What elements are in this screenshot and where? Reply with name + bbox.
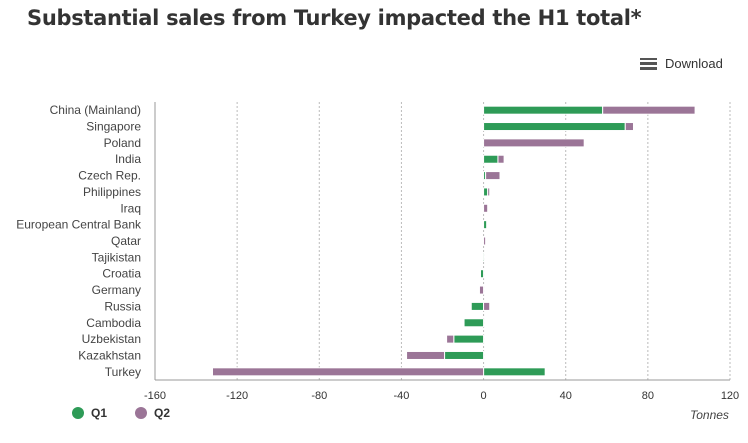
- bar-q2: [483, 236, 487, 246]
- category-label: Cambodia: [86, 316, 141, 330]
- category-label: Iraq: [120, 201, 141, 215]
- category-label: European Central Bank: [16, 218, 142, 232]
- download-button[interactable]: Download: [640, 56, 723, 71]
- legend-item-q1[interactable]: Q1: [72, 406, 107, 420]
- download-label: Download: [665, 56, 723, 71]
- q1-dot-icon: [72, 407, 84, 419]
- bar-q2: [487, 187, 491, 197]
- bar-q1: [483, 105, 604, 115]
- category-label: Philippines: [83, 185, 141, 199]
- bar-q2: [406, 350, 446, 360]
- bar-q1: [483, 220, 488, 230]
- bar-q2: [478, 285, 485, 295]
- category-label: India: [115, 152, 141, 166]
- legend: Q1 Q2: [72, 406, 170, 420]
- bar-q1: [463, 318, 485, 328]
- x-tick-label: 80: [642, 390, 654, 402]
- category-label: Qatar: [111, 234, 141, 248]
- bar-q1: [479, 269, 485, 279]
- chart-title: Substantial sales from Turkey impacted t…: [27, 6, 642, 30]
- x-tick-label: -120: [226, 390, 248, 402]
- bar-q2: [446, 334, 455, 344]
- bar-q1: [483, 367, 546, 377]
- x-tick-label: 40: [560, 390, 572, 402]
- bar-q2: [483, 203, 489, 213]
- bar-q1: [483, 187, 489, 197]
- bar-q1: [483, 154, 499, 164]
- x-axis-label: Tonnes: [690, 408, 729, 422]
- legend-item-q2[interactable]: Q2: [135, 406, 170, 420]
- bar-q1: [444, 350, 485, 360]
- x-tick-label: 120: [721, 390, 739, 402]
- category-label: Tajikistan: [92, 250, 141, 264]
- category-label: Kazakhstan: [78, 348, 141, 362]
- bar-q1: [483, 122, 626, 132]
- bar-q1: [453, 334, 485, 344]
- q2-dot-icon: [135, 407, 148, 419]
- menu-icon: [640, 57, 657, 70]
- bar-q2: [483, 301, 491, 311]
- bar-q2: [602, 105, 696, 115]
- bar-q2: [485, 171, 501, 181]
- category-label: Czech Rep.: [78, 169, 141, 183]
- x-tick-label: -80: [311, 390, 327, 402]
- category-label: Croatia: [102, 267, 141, 281]
- x-tick-label: 0: [481, 390, 487, 402]
- x-tick-label: -160: [144, 390, 166, 402]
- category-label: Russia: [104, 299, 141, 313]
- bar-q2: [483, 138, 585, 148]
- category-label: China (Mainland): [50, 103, 141, 117]
- category-label: Poland: [104, 136, 141, 150]
- legend-label: Q1: [91, 406, 108, 420]
- bar-q2: [497, 154, 505, 164]
- category-label: Germany: [92, 283, 141, 297]
- bar-q1: [482, 252, 485, 262]
- bar-q1: [470, 301, 485, 311]
- category-label: Singapore: [86, 120, 141, 134]
- category-label: Turkey: [105, 365, 141, 379]
- legend-label: Q2: [154, 406, 171, 420]
- bar-q2: [624, 122, 634, 132]
- bar-q2: [212, 367, 485, 377]
- x-tick-label: -40: [393, 390, 409, 402]
- category-label: Uzbekistan: [82, 332, 141, 346]
